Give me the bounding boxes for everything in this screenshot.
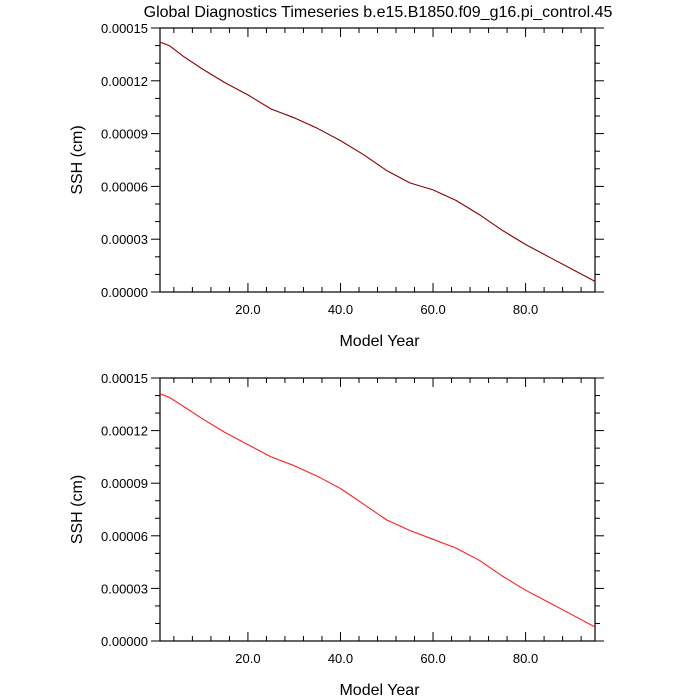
x-tick-label: 40.0 (328, 651, 353, 666)
y-tick-label: 0.00003 (101, 581, 148, 596)
x-axis-label: Model Year (339, 333, 420, 350)
x-axis-label: Model Year (339, 682, 420, 699)
plot-frame (159, 27, 596, 293)
plot-frame (159, 377, 596, 642)
series-line-1 (159, 41, 596, 282)
y-axis-label: SSH (cm) (69, 125, 86, 194)
x-tick-label: 60.0 (420, 302, 445, 317)
chart-panel-2: 20.0 40.0 60.0 80.0 0.00000 0.00003 0.00006 0.0… (69, 371, 604, 699)
y-tick-label: 0.00012 (101, 74, 148, 89)
y-tick-label: 0.00000 (101, 634, 148, 649)
y-tick-label: 0.00006 (101, 179, 148, 194)
panels: 20.0 40.0 60.0 80.0 0.00000 0.00003 0.00006 0.0… (69, 21, 604, 699)
series-line-1 (159, 393, 596, 628)
x-tick-label: 80.0 (513, 651, 538, 666)
figure-title: Global Diagnostics Timeseries b.e15.B185… (144, 4, 613, 21)
y-tick-label: 0.00000 (101, 285, 148, 300)
y-tick-label: 0.00015 (101, 21, 148, 36)
y-tick-label: 0.00015 (101, 371, 148, 386)
y-tick-label: 0.00009 (101, 476, 148, 491)
x-tick-label: 20.0 (235, 302, 260, 317)
x-tick-label: 20.0 (235, 651, 260, 666)
chart-panel-1: 20.0 40.0 60.0 80.0 0.00000 0.00003 0.00006 0.0… (69, 21, 604, 350)
y-tick-label: 0.00009 (101, 127, 148, 142)
x-tick-label: 40.0 (328, 302, 353, 317)
x-tick-label: 80.0 (513, 302, 538, 317)
y-tick-label: 0.00006 (101, 529, 148, 544)
y-axis-label: SSH (cm) (69, 475, 86, 544)
y-tick-label: 0.00003 (101, 232, 148, 247)
y-tick-label: 0.00012 (101, 424, 148, 439)
x-tick-label: 60.0 (420, 651, 445, 666)
